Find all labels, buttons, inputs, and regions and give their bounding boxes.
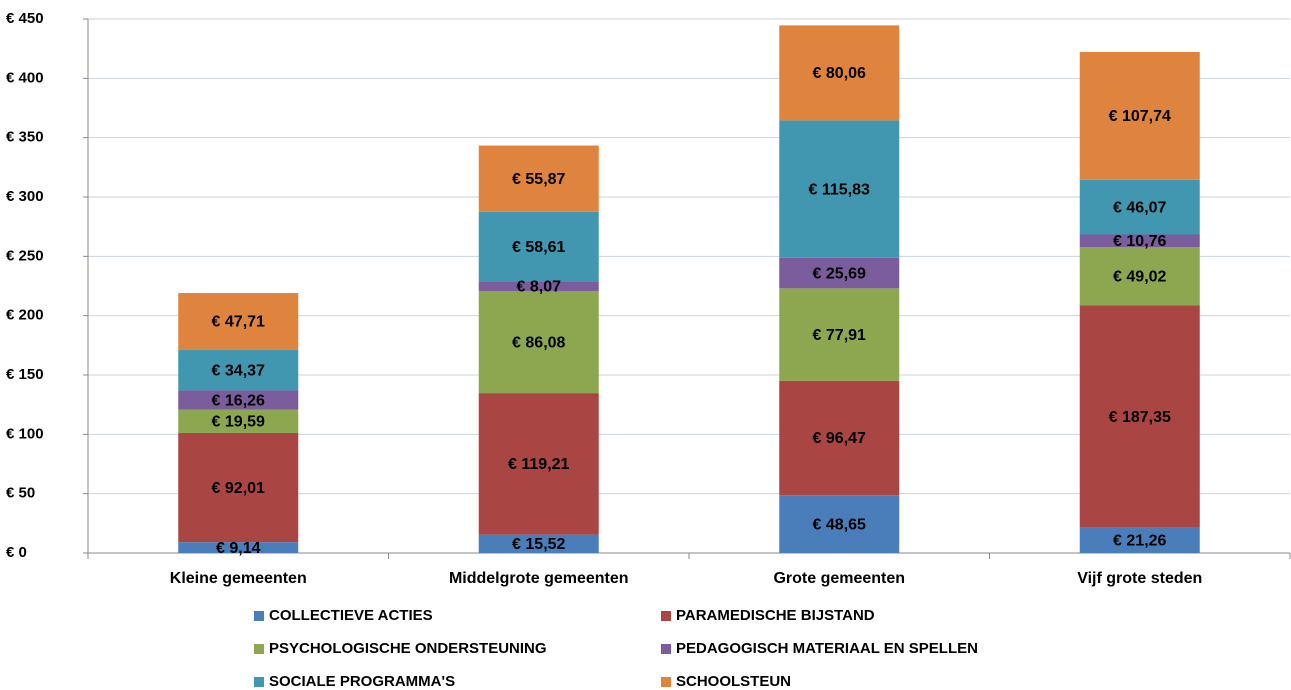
y-tick-label: € 250 [6, 247, 44, 264]
x-tick-label: Middelgrote gemeenten [449, 570, 629, 587]
data-label: € 49,02 [1113, 269, 1166, 286]
bar-segment [1079, 247, 1200, 306]
legend-label: COLLECTIEVE ACTIES [269, 607, 433, 624]
bar-segment [178, 542, 299, 553]
legend-swatch [254, 677, 264, 687]
data-label: € 58,61 [512, 239, 565, 256]
y-tick-label: € 150 [6, 366, 44, 383]
data-label: € 48,65 [813, 516, 866, 533]
x-tick-label: Grote gemeenten [773, 570, 905, 587]
x-tick-label: Vijf grote steden [1077, 570, 1202, 587]
data-label: € 119,21 [508, 456, 570, 473]
data-label: € 8,07 [517, 278, 562, 295]
data-label: € 15,52 [512, 536, 565, 553]
y-tick-label: € 200 [6, 307, 44, 324]
bar-segment [1079, 234, 1200, 248]
data-label: € 25,69 [813, 265, 866, 282]
bar-segment [478, 145, 599, 212]
legend-swatch [661, 611, 671, 621]
bar-segment [178, 432, 299, 543]
legend-label: PEDAGOGISCH MATERIAAL EN SPELLEN [676, 640, 978, 657]
bar-segment [1079, 305, 1200, 528]
data-label: € 46,07 [1113, 199, 1166, 216]
x-tick-label: Kleine gemeenten [170, 570, 307, 587]
data-label: € 92,01 [212, 480, 265, 497]
y-tick-label: € 100 [6, 425, 44, 442]
data-label: € 115,83 [809, 181, 871, 198]
data-label: € 55,87 [512, 171, 565, 188]
data-label: € 107,74 [1109, 108, 1171, 125]
data-label: € 19,59 [212, 414, 265, 431]
data-label: € 21,26 [1113, 533, 1166, 550]
bar-segment [178, 409, 299, 433]
legend-label: SCHOOLSTEUN [676, 673, 791, 690]
bar-segment [1079, 527, 1200, 553]
bar-segment [478, 211, 599, 282]
y-tick-label: € 50 [6, 485, 35, 502]
bar-segment [178, 349, 299, 391]
data-label: € 47,71 [212, 314, 265, 331]
bar-segment [779, 380, 900, 496]
bar-segment [779, 120, 900, 258]
data-label: € 86,08 [512, 334, 565, 351]
bar-segment [1079, 179, 1200, 235]
legend-label: PARAMEDISCHE BIJSTAND [676, 607, 875, 624]
data-label: € 9,14 [216, 540, 261, 557]
bar-segment [178, 293, 299, 350]
bar-segment [1079, 51, 1200, 180]
data-label: € 34,37 [212, 362, 265, 379]
bar-segment [478, 534, 599, 553]
data-label: € 10,76 [1113, 233, 1166, 250]
y-tick-label: € 350 [6, 129, 44, 146]
bar-segment [779, 288, 900, 381]
legend-label: SOCIALE PROGRAMMA'S [269, 673, 455, 690]
bar-segment [478, 290, 599, 394]
data-label: € 96,47 [813, 430, 866, 447]
bar-segment [779, 257, 900, 289]
bar-segment [779, 495, 900, 553]
y-tick-label: € 0 [6, 544, 27, 561]
legend-swatch [661, 677, 671, 687]
data-label: € 187,35 [1109, 409, 1171, 426]
y-tick-label: € 300 [6, 188, 44, 205]
bar-segment [779, 25, 900, 121]
legend-swatch [254, 611, 264, 621]
data-label: € 16,26 [212, 392, 265, 409]
bar-segment [178, 390, 299, 410]
bar-segment [478, 393, 599, 535]
data-label: € 80,06 [813, 65, 866, 82]
data-label: € 77,91 [813, 327, 866, 344]
y-tick-label: € 400 [6, 69, 44, 86]
y-tick-label: € 450 [6, 10, 44, 27]
bar-segment [478, 281, 599, 291]
legend-label: PSYCHOLOGISCHE ONDERSTEUNING [269, 640, 547, 657]
legend-swatch [661, 644, 671, 654]
legend-swatch [254, 644, 264, 654]
